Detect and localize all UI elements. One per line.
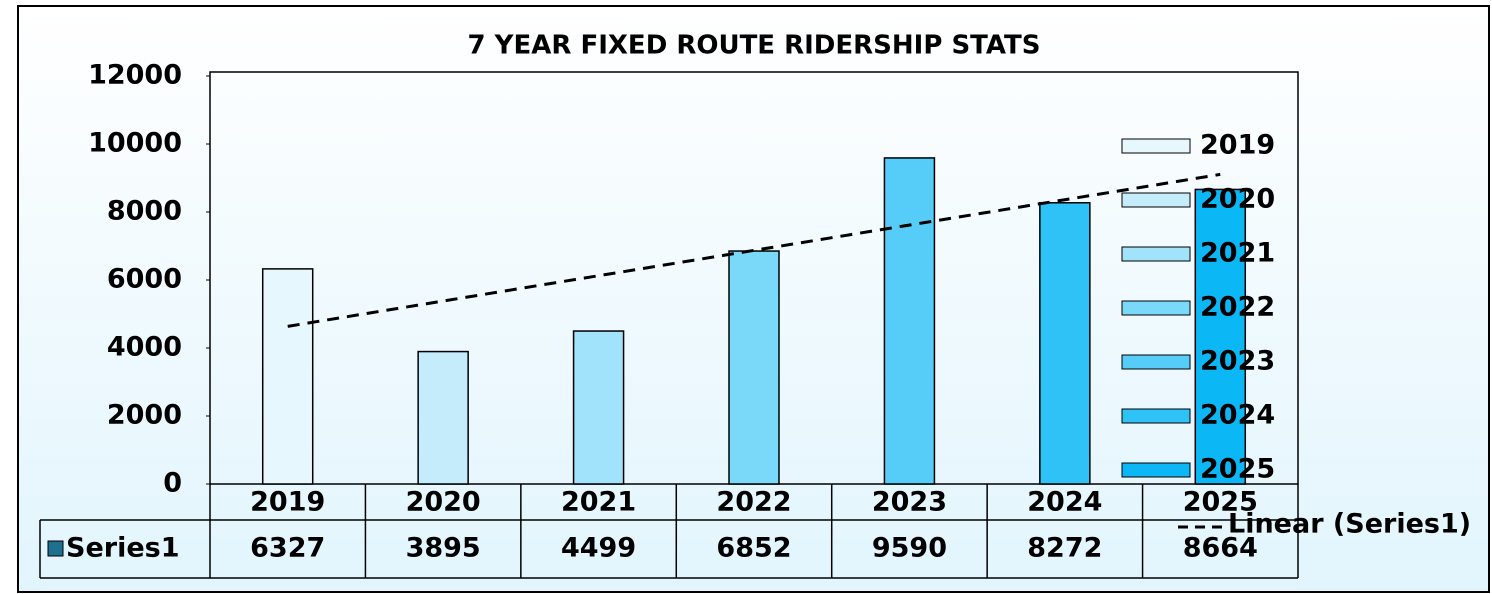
legend-label: 2025 [1200, 454, 1275, 485]
legend-label: 2021 [1200, 238, 1275, 269]
x-tick-label: 2019 [250, 487, 325, 518]
bar [1039, 202, 1091, 485]
y-tick-label: 8000 [107, 196, 182, 227]
table-value: 9590 [872, 533, 947, 564]
y-tick-label: 2000 [107, 400, 182, 431]
legend-swatch [1121, 354, 1191, 370]
table-value: 3895 [406, 533, 481, 564]
y-tick-label: 0 [163, 468, 182, 499]
y-tick-label: 10000 [88, 128, 182, 159]
bar [1194, 188, 1247, 485]
legend-label: 2020 [1200, 184, 1275, 215]
y-tick-label: 6000 [107, 264, 182, 295]
legend-swatch [1121, 408, 1191, 424]
x-tick-label: 2025 [1183, 487, 1258, 518]
trendline [287, 172, 1221, 328]
table-value: 6327 [250, 533, 325, 564]
legend-label: 2022 [1200, 292, 1275, 323]
x-tick-label: 2022 [716, 487, 791, 518]
legend-swatch [1121, 462, 1191, 478]
legend-label: Linear (Series1) [1228, 509, 1471, 540]
x-tick-label: 2023 [872, 487, 947, 518]
bar [728, 250, 780, 485]
legend-key [47, 540, 64, 557]
bar [261, 268, 314, 485]
chart-title: 7 YEAR FIXED ROUTE RIDERSHIP STATS [468, 31, 1041, 61]
legend-label: 2024 [1200, 400, 1275, 431]
table-value: 8272 [1027, 533, 1102, 564]
table-value: 6852 [716, 533, 791, 564]
bar [572, 330, 625, 485]
legend-swatch [1121, 192, 1191, 208]
legend-label: 2019 [1200, 130, 1275, 161]
legend-swatch [1121, 138, 1191, 154]
y-tick-label: 12000 [88, 60, 182, 91]
x-tick-label: 2020 [406, 487, 481, 518]
legend-swatch [1121, 300, 1191, 316]
bar [883, 157, 936, 485]
bar [417, 350, 469, 485]
legend-swatch [1121, 246, 1191, 262]
table-value: 8664 [1183, 533, 1258, 564]
x-tick-label: 2021 [561, 487, 636, 518]
table-value: 4499 [561, 533, 636, 564]
x-tick-label: 2024 [1027, 487, 1102, 518]
series-name: Series1 [66, 533, 180, 564]
legend-label: 2023 [1200, 346, 1275, 377]
y-tick-label: 4000 [107, 332, 182, 363]
